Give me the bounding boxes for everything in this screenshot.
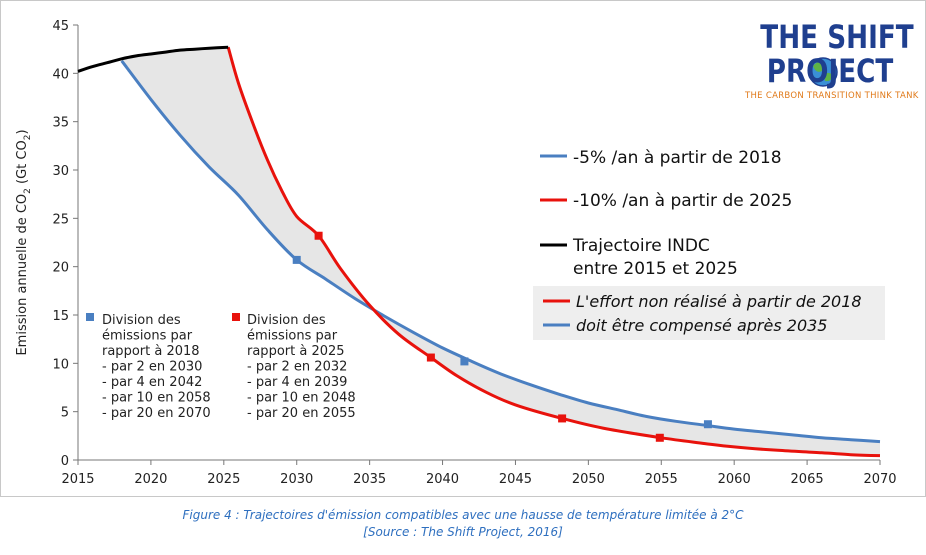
legend-label-black: Trajectoire INDC: [572, 236, 710, 256]
note-marker-blue: [86, 313, 94, 321]
note-blue-line: - par 10 en 2058: [102, 391, 211, 406]
marker-blue: [292, 255, 301, 264]
note-red-line: - par 4 en 2039: [247, 375, 347, 390]
note-red-line: émissions par: [247, 329, 338, 344]
y-tick-label: 40: [52, 67, 69, 82]
note-blue-line: rapport à 2018: [102, 344, 200, 359]
legend-label-effort-line2: doit être compensé après 2035: [576, 316, 827, 335]
figure-caption: Figure 4 : Trajectoires d'émission compa…: [0, 507, 926, 541]
x-tick-label: 2015: [61, 472, 94, 487]
marker-blue: [460, 357, 469, 366]
y-tick-label: 0: [61, 454, 69, 469]
x-tick-label: 2065: [791, 472, 824, 487]
y-tick-label: 10: [52, 357, 69, 372]
y-tick-label: 20: [52, 261, 69, 276]
logo-line1: THE SHIFT: [760, 18, 914, 56]
y-tick-label: 35: [52, 116, 69, 131]
y-tick-label: 30: [52, 164, 69, 179]
y-tick-label: 15: [52, 309, 69, 324]
note-red-line: Division des: [247, 313, 326, 328]
legend-label-blue: -5% /an à partir de 2018: [573, 148, 782, 168]
y-axis-label: Emission annuelle de CO2​ (Gt CO2​): [15, 129, 33, 355]
note-blue-line: - par 2 en 2030: [102, 360, 202, 375]
caption-source: [Source : The Shift Project, 2016]: [363, 525, 563, 539]
effort-area: [120, 47, 881, 456]
note-red-line: - par 10 en 2048: [247, 391, 356, 406]
x-tick-label: 2060: [718, 472, 751, 487]
marker-red: [558, 414, 567, 423]
x-tick-label: 2035: [353, 472, 386, 487]
note-red-line: rapport à 2025: [247, 344, 345, 359]
x-tick-label: 2025: [207, 472, 240, 487]
note-blue-line: Division des: [102, 313, 181, 328]
legend-label-black-line2: entre 2015 et 2025: [573, 259, 738, 279]
x-tick-label: 2050: [572, 472, 605, 487]
x-tick-label: 2055: [645, 472, 678, 487]
logo-line2: PROJECT: [766, 52, 894, 90]
x-tick-label: 2070: [863, 472, 896, 487]
shift-project-logo: THE SHIFT PROJECT THE CARBON TRANSITION …: [745, 18, 919, 101]
logo-tagline: THE CARBON TRANSITION THINK TANK: [745, 91, 919, 101]
marker-red: [655, 433, 664, 442]
marker-red: [314, 231, 323, 240]
x-tick-label: 2040: [426, 472, 459, 487]
note-marker-red: [232, 313, 240, 321]
marker-blue: [703, 420, 712, 429]
legend-label-effort: L'effort non réalisé à partir de 2018: [576, 292, 862, 311]
x-tick-label: 2030: [280, 472, 313, 487]
x-tick-label: 2020: [134, 472, 167, 487]
note-red-line: - par 20 en 2055: [247, 406, 356, 421]
y-tick-label: 45: [52, 19, 69, 34]
logo-globe-icon: [808, 57, 838, 87]
x-tick-label: 2045: [499, 472, 532, 487]
y-tick-label: 25: [52, 212, 69, 227]
legend-label-red: -10% /an à partir de 2025: [573, 191, 792, 211]
series-line-red: [226, 46, 881, 458]
legend-effort-box: [533, 286, 885, 340]
series-line-blue: [120, 59, 881, 444]
note-blue-line: émissions par: [102, 329, 193, 344]
series-line-black: [77, 45, 229, 73]
y-tick-label: 5: [61, 406, 69, 421]
note-blue-line: - par 4 en 2042: [102, 375, 202, 390]
marker-red: [426, 353, 435, 362]
note-blue-line: - par 20 en 2070: [102, 406, 211, 421]
caption-title: Figure 4 : Trajectoires d'émission compa…: [182, 508, 744, 522]
note-red-line: - par 2 en 2032: [247, 360, 347, 375]
